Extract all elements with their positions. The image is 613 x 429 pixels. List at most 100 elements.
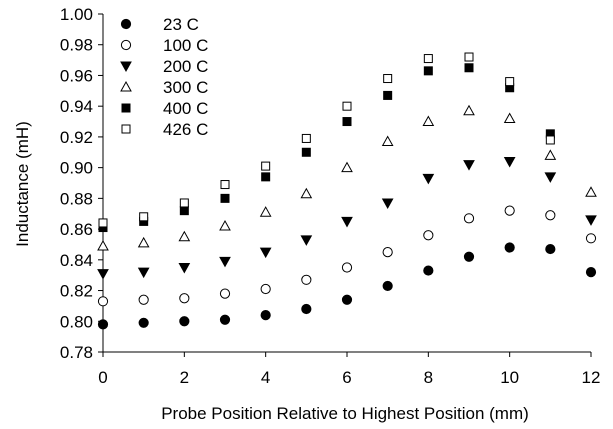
data-point [220, 180, 230, 190]
y-tick-label: 0.80 [60, 312, 93, 331]
y-tick-label: 0.92 [60, 128, 93, 147]
data-point [463, 160, 475, 171]
data-point [463, 213, 475, 224]
data-point [219, 219, 231, 231]
data-point [137, 267, 150, 279]
data-point [464, 52, 474, 62]
data-point [383, 74, 393, 84]
data-point [545, 135, 555, 145]
data-point [261, 161, 271, 171]
data-point [179, 293, 190, 304]
data-point [423, 54, 433, 64]
data-point [219, 256, 231, 268]
data-point [139, 212, 149, 222]
data-point [342, 117, 352, 127]
y-tick-label: 0.94 [60, 97, 93, 116]
data-point [219, 288, 231, 299]
data-point [301, 133, 311, 143]
data-point [178, 230, 191, 242]
data-point [382, 247, 393, 258]
data-point [423, 230, 434, 241]
legend-label: 400 C [163, 99, 208, 118]
series-5 [98, 52, 555, 228]
data-point [341, 294, 353, 305]
data-point [383, 90, 393, 100]
x-axis-title: Probe Position Relative to Highest Posit… [161, 404, 529, 423]
series-0 [97, 242, 597, 330]
x-tick-label: 8 [424, 368, 433, 387]
y-axis-title: Inductance (mH) [13, 121, 32, 247]
y-tick-label: 0.78 [60, 343, 93, 362]
data-point [381, 198, 394, 210]
data-point [138, 317, 149, 328]
data-point [260, 310, 271, 321]
data-points [97, 52, 597, 330]
y-tick-label: 0.82 [60, 282, 93, 301]
data-point [97, 269, 109, 280]
data-point [463, 251, 475, 262]
legend: 23 C 100 C 200 C 300 C 400 C 426 C [120, 15, 208, 139]
data-point [300, 187, 313, 199]
legend-label: 300 C [163, 78, 208, 97]
data-point [544, 172, 557, 183]
data-point [545, 210, 556, 221]
legend-marker [120, 39, 132, 51]
series-3 [97, 104, 597, 251]
legend-marker [121, 103, 131, 113]
data-point [585, 215, 597, 226]
data-point [585, 233, 597, 244]
data-point [504, 205, 515, 216]
data-point [301, 147, 311, 157]
data-point [219, 314, 231, 325]
data-point [381, 135, 394, 147]
data-point [423, 265, 434, 276]
data-point [382, 280, 393, 292]
data-point [260, 283, 271, 295]
data-point [261, 172, 271, 182]
data-point [422, 115, 435, 127]
x-tick-label: 4 [261, 368, 270, 387]
data-point [220, 193, 230, 203]
x-tick-label: 12 [582, 368, 601, 387]
data-point [585, 186, 597, 197]
legend-label: 200 C [163, 57, 208, 76]
legend-label: 100 C [163, 36, 208, 55]
data-point [97, 319, 109, 330]
legend-marker [120, 80, 132, 92]
x-tick-label: 0 [98, 368, 107, 387]
data-point [98, 218, 108, 228]
data-point [97, 296, 109, 307]
legend-marker [120, 61, 132, 73]
data-point [178, 263, 191, 274]
data-point [342, 101, 352, 111]
data-point [341, 161, 353, 173]
data-point [422, 173, 435, 185]
y-tick-label: 0.90 [60, 159, 93, 178]
legend-marker [121, 124, 131, 134]
data-point [137, 236, 150, 248]
x-tick-label: 6 [342, 368, 351, 387]
data-point [97, 239, 109, 251]
x-tick-label: 10 [500, 368, 519, 387]
data-point [464, 63, 474, 73]
y-tick-label: 1.00 [60, 5, 93, 24]
y-tick-label: 0.88 [60, 189, 93, 208]
data-point [544, 149, 557, 160]
data-point [503, 112, 516, 123]
data-point [341, 216, 353, 228]
legend-marker [120, 18, 132, 30]
x-tick-label: 2 [180, 368, 189, 387]
y-tick-label: 0.96 [60, 66, 93, 85]
series-2 [97, 156, 597, 280]
data-point [259, 247, 272, 259]
legend-label: 426 C [163, 120, 208, 139]
data-point [301, 303, 312, 315]
data-point [138, 294, 149, 305]
data-point [179, 316, 190, 327]
data-point [505, 77, 515, 87]
data-point [179, 198, 189, 208]
data-point [179, 206, 189, 216]
series-1 [97, 205, 597, 307]
data-point [300, 235, 313, 246]
